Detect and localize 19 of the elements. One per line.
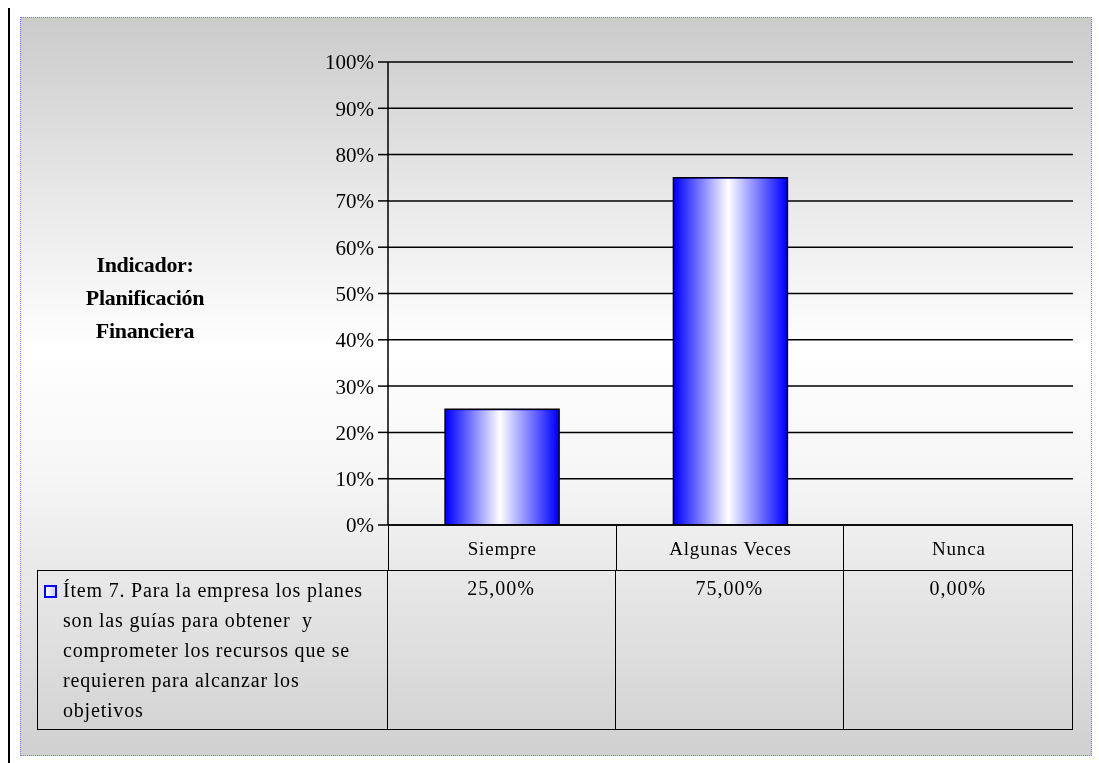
y-tick-label: 100% [325, 50, 374, 75]
x-tick-label: Nunca [932, 538, 986, 560]
y-tick-label: 90% [335, 96, 374, 121]
y-tick-label: 30% [335, 374, 374, 399]
y-tick-label: 80% [335, 143, 374, 168]
data-label: 0,00% [928, 576, 988, 601]
y-tick-label: 70% [335, 189, 374, 214]
text: Indicador: Planificación Financiera [84, 251, 206, 345]
y-tick-label: 50% [335, 281, 374, 306]
x-tick-label: Siempre [467, 538, 537, 560]
legend-label: Ítem 7. Para la empresa los planes son las guías para obtener y comprometer los recursos que se requieren para alcanzar los objetivos [63, 578, 364, 724]
x-tick-label: Algunas Veces [669, 538, 792, 560]
y-tick-label: 40% [335, 328, 374, 353]
data-label: 75,00% [615, 571, 844, 729]
y-tick-label: 0% [346, 513, 374, 538]
y-tick-label: 60% [335, 235, 374, 260]
y-tick-label: 20% [335, 420, 374, 445]
data-label: 25,00% [387, 571, 616, 729]
y-tick-label: 10% [335, 467, 374, 492]
